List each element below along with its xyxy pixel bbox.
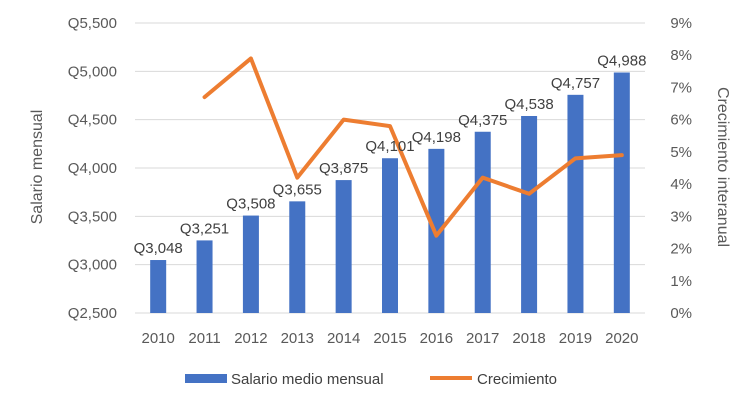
bar-data-label: Q3,655: [273, 181, 322, 198]
bar: [335, 180, 352, 313]
bar-data-label: Q4,198: [412, 129, 461, 146]
y-tick-label-left: Q3,000: [68, 257, 117, 274]
x-tick-label: 2011: [188, 330, 220, 347]
legend-swatch-bar: [185, 374, 227, 383]
y-tick-label-right: 2%: [670, 241, 692, 258]
legend-label-line: Crecimiento: [477, 371, 557, 388]
y-tick-label-right: 1%: [670, 273, 692, 290]
y-tick-label-right: 8%: [670, 47, 692, 64]
x-tick-label: 2018: [512, 330, 545, 347]
x-tick-label: 2012: [234, 330, 267, 347]
right-axis-ticks: 0% 1% 2% 3% 4% 5% 6% 7% 8% 9%: [670, 15, 692, 322]
bar-data-label: Q3,048: [134, 240, 183, 257]
line-point: [296, 177, 298, 179]
bar-data-label: Q3,875: [319, 160, 368, 177]
bar: [613, 72, 630, 313]
y-tick-label-right: 0%: [670, 305, 692, 322]
y-tick-label-right: 5%: [670, 144, 692, 161]
line-point: [343, 119, 345, 121]
x-tick-label: 2013: [281, 330, 314, 347]
bar: [150, 260, 167, 313]
bar: [521, 115, 538, 313]
bar: [382, 158, 398, 313]
y-tick-label-left: Q4,500: [68, 112, 117, 129]
bar-data-label: Q4,538: [504, 96, 553, 113]
y-tick-label-right: 4%: [670, 176, 692, 193]
y-tick-label-right: 6%: [670, 112, 692, 129]
y-axis-title-left: Salario mensual: [29, 110, 46, 225]
line-point: [389, 125, 391, 127]
bar: [196, 240, 213, 313]
bar: [567, 94, 584, 313]
line-point: [250, 57, 252, 59]
bar-series: [150, 72, 630, 313]
x-tick-label: 2017: [466, 330, 499, 347]
bar-data-label: Q3,251: [180, 220, 229, 237]
line-point: [204, 96, 206, 98]
line-point: [528, 193, 530, 195]
legend: Salario medio mensual Crecimiento: [185, 371, 557, 388]
y-tick-label-right: 7%: [670, 79, 692, 96]
y-axis-title-right: Crecimiento interanual: [714, 87, 731, 247]
legend-label-bar: Salario medio mensual: [231, 371, 384, 388]
line-point: [435, 235, 437, 237]
y-tick-label-left: Q4,000: [68, 160, 117, 177]
line-point: [621, 154, 623, 156]
x-axis-ticks: 2010 2011 2012 2013 2014 2015 2016 2017 2018 2019…: [141, 330, 638, 347]
bar-data-label: Q4,375: [458, 112, 507, 129]
left-axis-ticks: Q2,500 Q3,000 Q3,500 Q4,000 Q4,500 Q5,000 Q5,5…: [68, 15, 117, 322]
bar-data-label: Q3,508: [226, 196, 275, 213]
y-tick-label-left: Q2,500: [68, 305, 117, 322]
x-tick-label: 2014: [327, 330, 360, 347]
bar: [289, 201, 306, 313]
bar: [242, 215, 259, 313]
y-tick-label-right: 9%: [670, 15, 692, 32]
bar-data-label: Q4,101: [365, 138, 414, 155]
y-tick-label-right: 3%: [670, 208, 692, 225]
bar-data-label: Q4,988: [597, 52, 646, 69]
x-tick-label: 2020: [605, 330, 638, 347]
growth-line: [202, 56, 624, 238]
line-point: [574, 157, 576, 159]
bar-data-label: Q4,757: [551, 75, 600, 92]
line-point: [482, 177, 484, 179]
y-tick-label-left: Q3,500: [68, 208, 117, 225]
x-tick-label: 2019: [559, 330, 592, 347]
x-tick-label: 2016: [420, 330, 453, 347]
y-tick-label-left: Q5,500: [68, 15, 117, 32]
x-tick-label: 2015: [373, 330, 406, 347]
x-tick-label: 2010: [141, 330, 174, 347]
line-series: [202, 56, 624, 238]
bar: [474, 131, 491, 313]
y-tick-label-left: Q5,000: [68, 63, 117, 80]
